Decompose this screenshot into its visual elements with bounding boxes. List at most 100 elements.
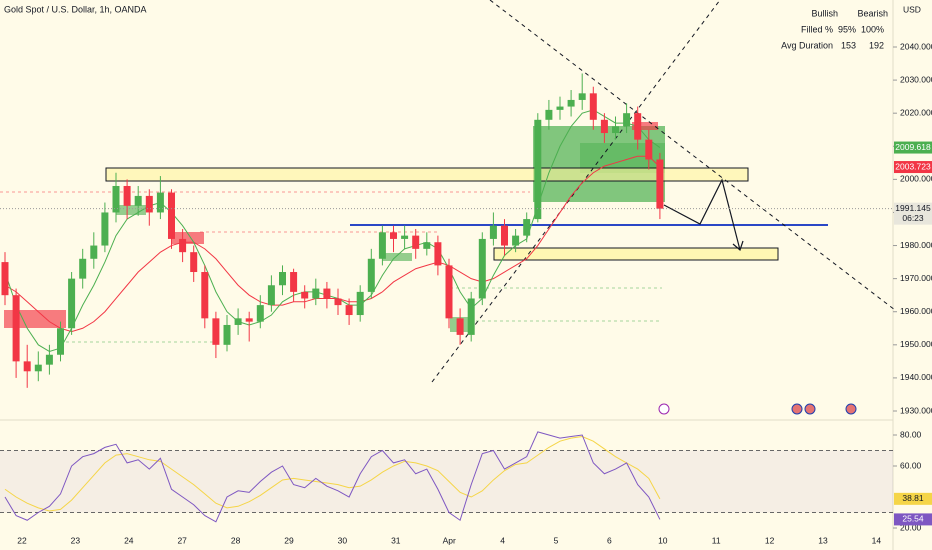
candle-body	[190, 252, 198, 273]
x-tick-label: 6	[607, 535, 612, 545]
candle-body	[34, 364, 42, 372]
last-price-bg	[894, 202, 932, 225]
rsi-label-bg	[894, 513, 932, 526]
rsi-ma-label: 38.81	[902, 493, 924, 503]
ma-slow-label: 2003.723	[895, 161, 931, 171]
fvg-box	[116, 205, 146, 215]
candle-body	[79, 258, 87, 279]
countdown: 06:23	[902, 213, 924, 223]
candle-body	[489, 225, 497, 239]
candle-body	[112, 185, 120, 213]
candle-body	[600, 119, 608, 134]
candle-body	[523, 219, 531, 236]
x-tick-label: 22	[17, 535, 27, 545]
x-tick-label: 11	[712, 535, 721, 545]
rsi-label: 25.54	[902, 514, 924, 524]
candle-body	[367, 258, 375, 292]
y-tick-label: 1950.000	[900, 339, 932, 349]
candle-body	[401, 235, 409, 239]
candle-body	[68, 278, 76, 329]
candle-body	[589, 93, 597, 120]
candle-body	[412, 235, 420, 249]
x-tick-label: 30	[338, 535, 348, 545]
last-price: 1991.145	[895, 203, 931, 213]
candle-body	[456, 318, 464, 335]
candle-body	[90, 245, 98, 259]
candle-body	[378, 232, 386, 259]
stats-label: Filled %	[801, 24, 833, 34]
candle-body	[279, 272, 286, 286]
ma-fast-label-bg	[894, 141, 932, 154]
y-tick-label: 1980.000	[900, 240, 932, 250]
candle-body	[301, 291, 309, 299]
candle-body	[134, 195, 142, 206]
candle-body	[345, 305, 353, 316]
candle-body	[512, 235, 520, 246]
zone	[105, 167, 749, 182]
y2-tick-label: 80.00	[900, 429, 922, 439]
candle-body	[467, 298, 475, 335]
fvg-box	[632, 122, 658, 130]
candle-body	[145, 195, 153, 213]
x-tick-label: 4	[500, 535, 505, 545]
candle-body	[478, 238, 486, 299]
x-tick-label: 29	[284, 535, 294, 545]
candle-body	[434, 242, 442, 266]
candle-body	[212, 318, 220, 345]
ma-fast-label: 2009.618	[895, 142, 931, 152]
x-tick-label: 24	[124, 535, 134, 545]
y-tick-label: 2000.000	[900, 174, 932, 184]
candle-body	[234, 318, 242, 325]
candle-body	[545, 109, 553, 120]
candle-body	[223, 324, 231, 345]
candle-body	[445, 265, 453, 319]
zone	[493, 247, 779, 261]
stats-value: 153	[841, 40, 856, 50]
y-tick-label: 2030.000	[900, 74, 932, 84]
event-icon[interactable]	[804, 403, 816, 415]
y-tick-label: 1960.000	[900, 306, 932, 316]
ma-slow-label-bg	[894, 161, 932, 174]
y-tick-label: 1970.000	[900, 273, 932, 283]
candle-body	[290, 272, 298, 292]
candle-body	[634, 113, 642, 140]
stats-value: 192	[869, 40, 884, 50]
event-icon[interactable]	[791, 403, 803, 415]
candle-body	[312, 288, 320, 299]
x-tick-label: 14	[872, 535, 882, 545]
candle-body	[423, 242, 431, 249]
y2-tick-label: 20.00	[900, 522, 922, 532]
candle-body	[45, 354, 53, 365]
stats-value: 95%	[838, 24, 856, 34]
candle-body	[556, 106, 564, 110]
y-tick-label: 2020.000	[900, 107, 932, 117]
fvg-box	[382, 253, 412, 261]
x-tick-label: 10	[658, 535, 668, 545]
candle-body	[12, 295, 20, 362]
rsi-ma-label-bg	[894, 492, 932, 505]
rsi-line	[4, 431, 661, 523]
candle-body	[57, 328, 64, 355]
projection-arrow	[663, 178, 741, 251]
candle-body	[612, 126, 619, 134]
candle-body	[534, 119, 542, 220]
arrow-head	[732, 240, 744, 252]
candle-body	[356, 291, 364, 316]
candle-body	[245, 318, 253, 322]
event-icon[interactable]	[845, 403, 857, 415]
rsi-band	[0, 450, 893, 513]
candle-body	[101, 212, 109, 246]
stats-value: 100%	[861, 24, 884, 34]
candle-body	[168, 192, 175, 239]
event-icon[interactable]	[658, 403, 670, 415]
x-tick-label: 31	[391, 535, 401, 545]
candle-body	[645, 139, 653, 160]
x-tick-label: 5	[554, 535, 559, 545]
candle-body	[390, 232, 397, 239]
ma-fast	[4, 109, 661, 352]
trend-line	[489, 0, 896, 311]
x-tick-label: 12	[765, 535, 775, 545]
ma-slow	[4, 155, 661, 333]
candle-body	[1, 262, 9, 296]
